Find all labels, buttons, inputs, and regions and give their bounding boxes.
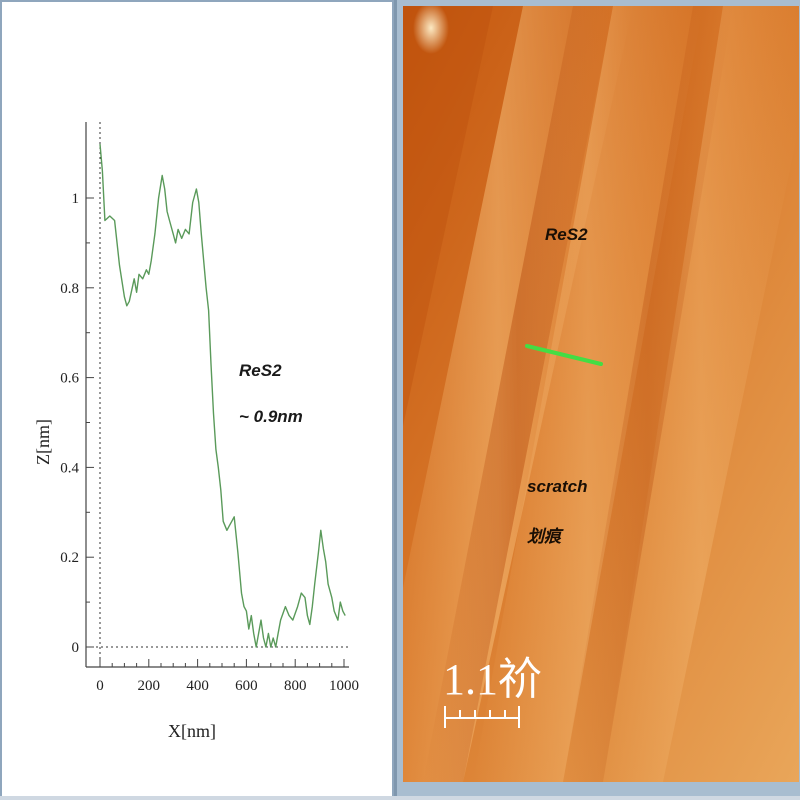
scale-bar	[444, 706, 520, 728]
material-annotation: ReS2	[239, 361, 282, 380]
chart-axes	[85, 122, 349, 668]
chart-ticks: 0 200 400 600 800 1000 0 0.2 0.4 0.6 0.8 1	[60, 191, 359, 694]
scale-bar-label: 1.1祄	[443, 655, 542, 704]
image-material-label: ReS2	[545, 225, 588, 244]
height-profile-panel: 0 200 400 600 800 1000 0 0.2 0.4 0.6 0.8 1 X[nm] Z[…	[0, 0, 394, 800]
afm-height-image: ReS2 scratch 划痕 1.1祄	[403, 6, 799, 782]
chart-plot-area	[99, 144, 346, 648]
height-profile-chart: 0 200 400 600 800 1000 0 0.2 0.4 0.6 0.8 1 X[nm] Z[…	[33, 122, 359, 741]
bright-particle	[413, 6, 449, 54]
y-tick-label: 0.4	[60, 460, 79, 476]
x-tick-label: 1000	[329, 678, 359, 694]
x-tick-label: 600	[235, 678, 258, 694]
x-tick-label: 0	[96, 678, 104, 694]
y-tick-label: 0	[72, 640, 80, 656]
profile-line	[525, 344, 603, 366]
profile-series-line	[99, 144, 346, 648]
x-tick-label: 800	[284, 678, 307, 694]
y-tick-label: 0.2	[60, 550, 79, 566]
terrace-bands	[403, 6, 799, 782]
y-tick-label: 0.8	[60, 281, 79, 297]
thickness-annotation: ~ 0.9nm	[239, 407, 303, 426]
x-tick-label: 400	[186, 678, 209, 694]
y-tick-label: 0.6	[60, 371, 79, 387]
x-axis-label: X[nm]	[168, 721, 216, 741]
y-axis-label: Z[nm]	[33, 419, 53, 465]
x-tick-label: 200	[138, 678, 161, 694]
window-bottom-edge	[0, 796, 800, 800]
scratch-label: scratch	[527, 477, 587, 496]
scratch-label-chinese: 划痕	[527, 527, 564, 546]
afm-image-panel: ReS2 scratch 划痕 1.1祄	[394, 0, 800, 800]
y-tick-label: 1	[72, 191, 80, 207]
